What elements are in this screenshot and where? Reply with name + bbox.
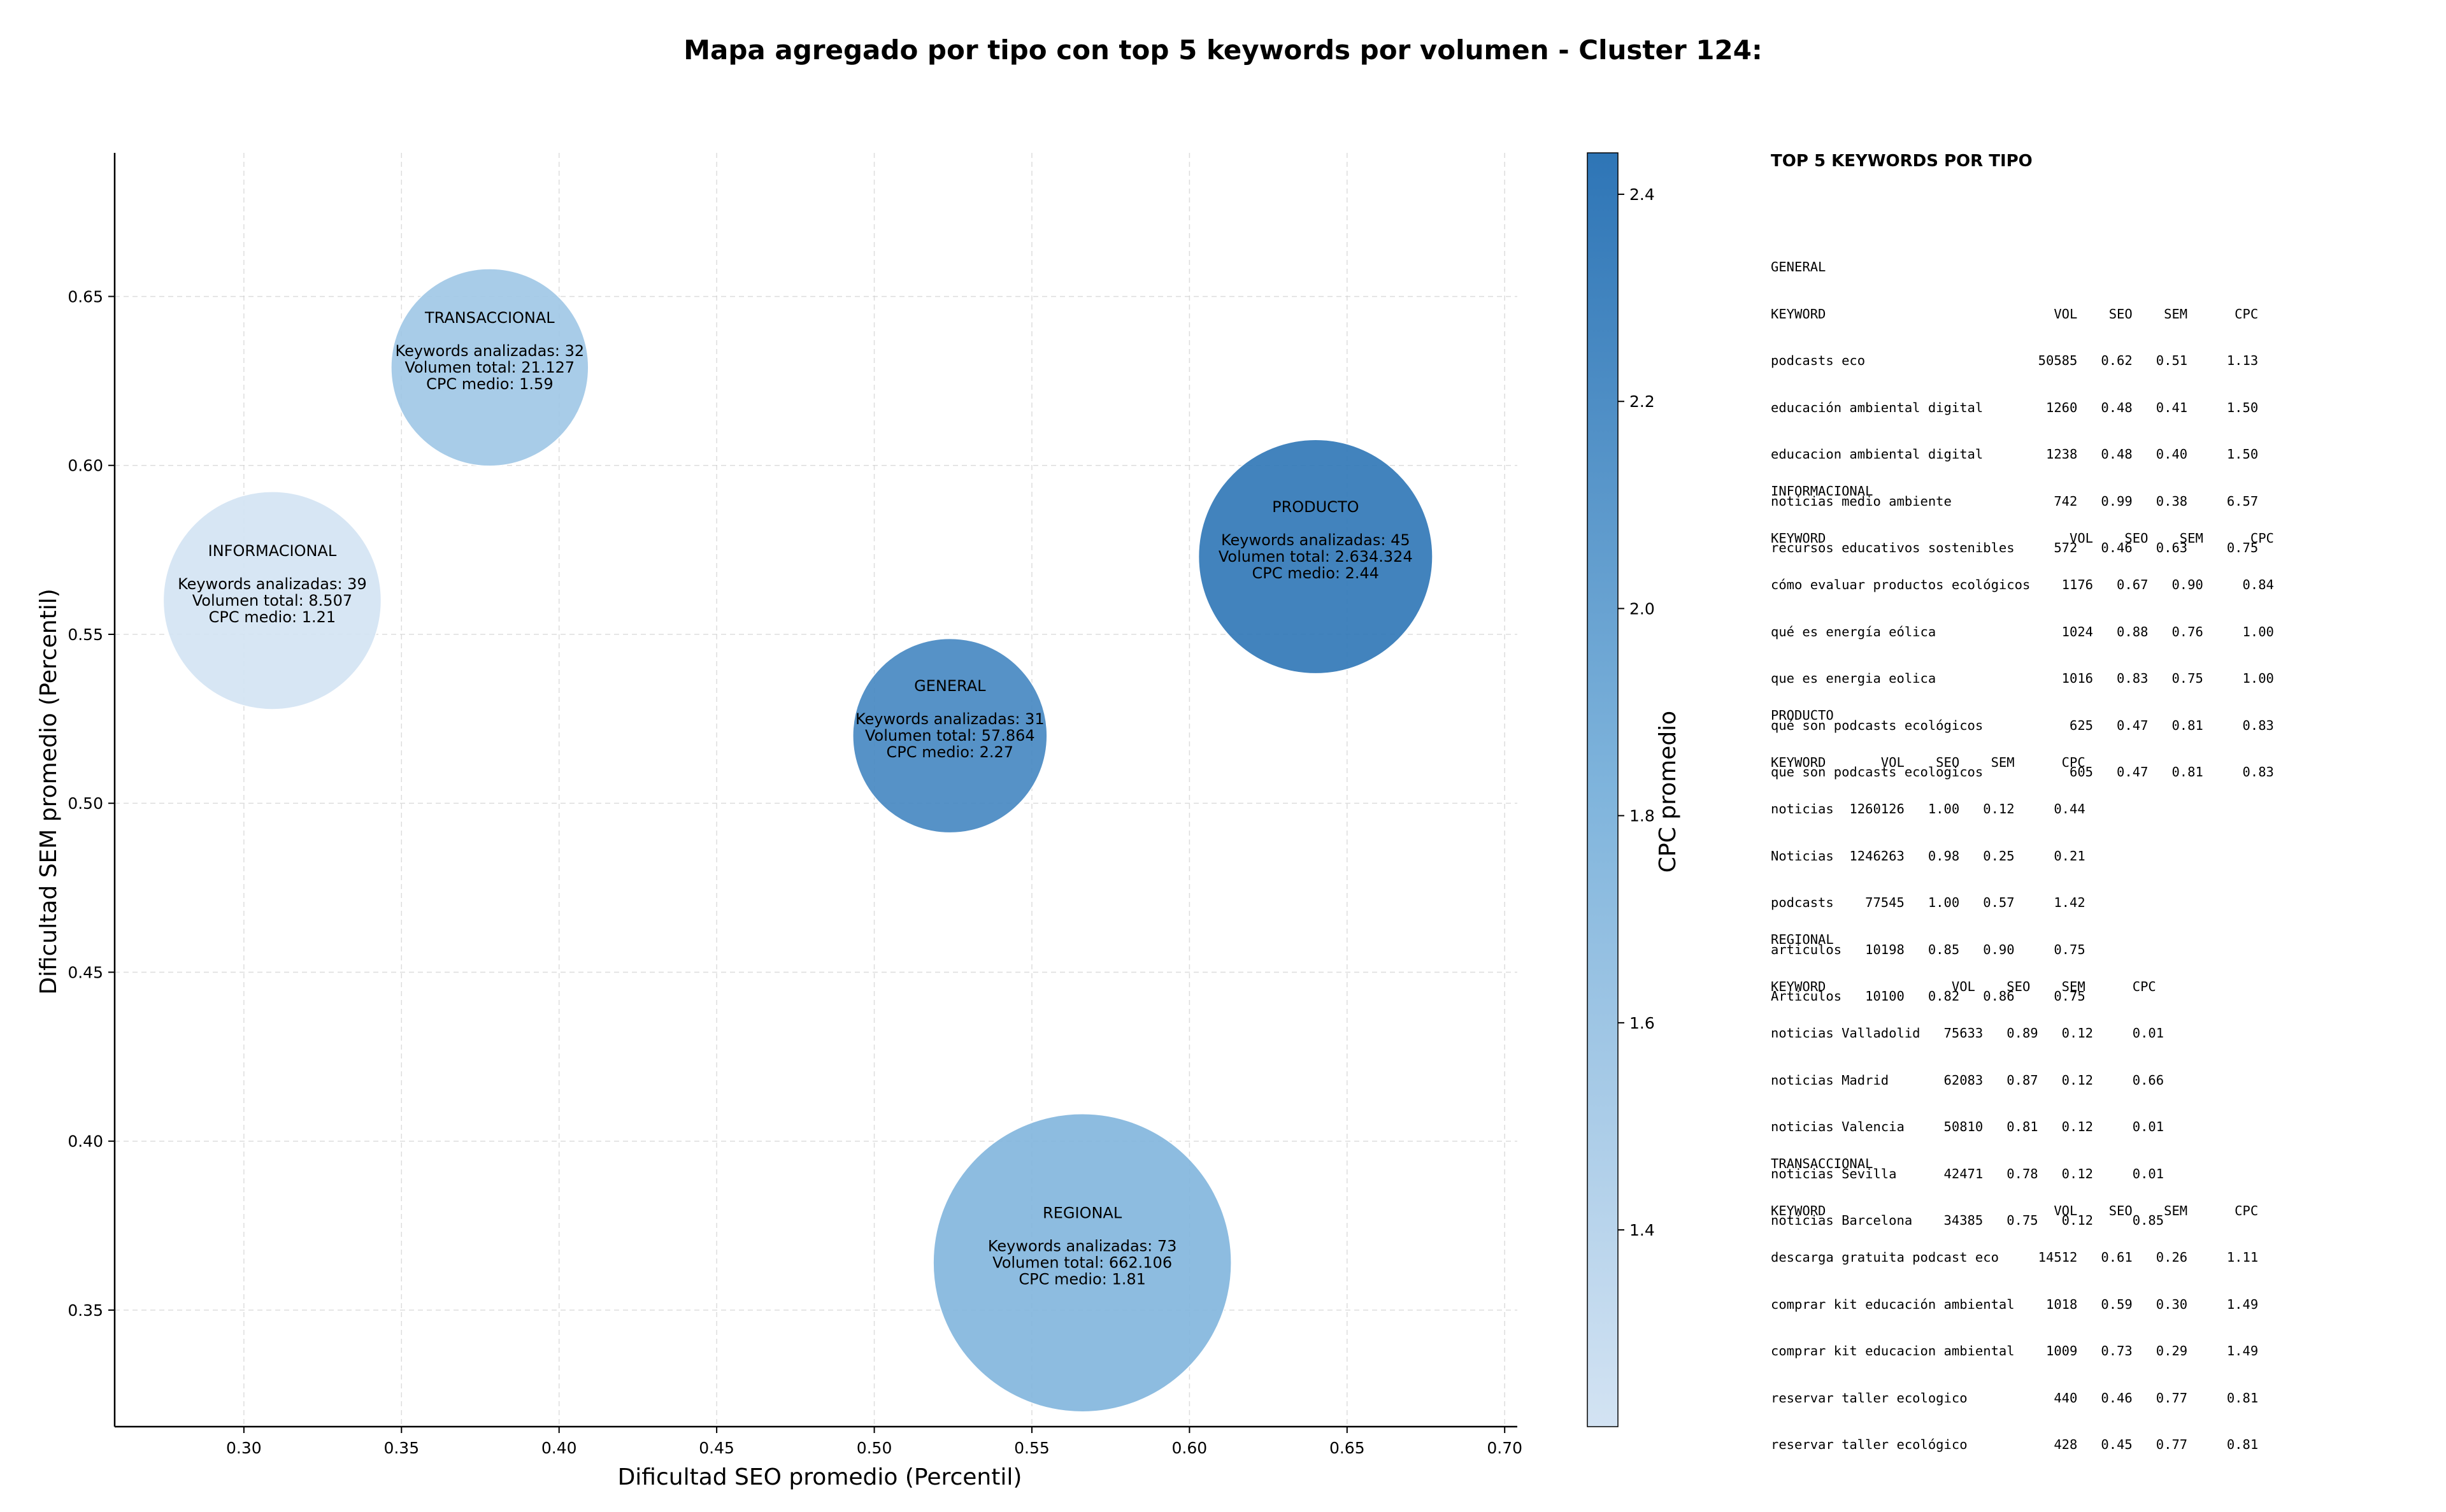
y-tick-label: 0.50 xyxy=(68,794,103,813)
x-tick-label: 0.55 xyxy=(1014,1439,1050,1457)
bubble-text-keywords-line: Keywords analizadas: 31 xyxy=(855,710,1045,728)
table-line: PRODUCTO xyxy=(1771,708,1834,723)
bubble-text-label: GENERAL xyxy=(914,677,986,695)
table-line: cómo evaluar productos ecológicos 1176 0… xyxy=(1771,577,2274,592)
table-line: podcasts eco 50585 0.62 0.51 1.13 xyxy=(1771,353,2259,368)
axes: 0.30 0.35 0.40 0.45 0.50 0.55 0.60 0.65 0.70 0.35… xyxy=(68,153,1522,1457)
table-line: noticias 1260126 1.00 0.12 0.44 xyxy=(1771,801,2085,817)
x-tick-label: 0.30 xyxy=(226,1439,262,1457)
table-line: qué es energía eólica 1024 0.88 0.76 1.0… xyxy=(1771,624,2274,639)
bubble-general xyxy=(852,638,1048,834)
x-axis-label: Dificultad SEO promedio (Percentil) xyxy=(618,1464,1022,1490)
table-line: TRANSACCIONAL xyxy=(1771,1156,1873,1171)
bubble-text-volume-line: Volumen total: 57.864 xyxy=(865,727,1035,745)
table-line: que son podcasts ecologicos 605 0.47 0.8… xyxy=(1771,764,2274,780)
table-line: Articulos 10100 0.82 0.86 0.75 xyxy=(1771,988,2085,1004)
x-tick-label: 0.35 xyxy=(383,1439,419,1457)
colorbar-tick-label: 2.2 xyxy=(1629,392,1655,411)
bubble-text-volume-line: Volumen total: 8.507 xyxy=(192,592,352,610)
keyword-table-regional: REGIONAL KEYWORD VOL SEO SEM CPC noticia… xyxy=(1771,901,2164,1260)
bubble-text-label: INFORMACIONAL xyxy=(208,542,337,560)
y-tick-label: 0.55 xyxy=(68,625,103,644)
colorbar-tick-label: 2.4 xyxy=(1629,185,1655,204)
y-tick-label: 0.40 xyxy=(68,1132,103,1151)
bubble-text-volume-line: Volumen total: 21.127 xyxy=(405,359,575,376)
colorbar-tick-label: 1.8 xyxy=(1629,807,1655,825)
bubble-text-keywords-line: Keywords analizadas: 39 xyxy=(178,575,367,593)
bubble-text-keywords-line: Keywords analizadas: 32 xyxy=(396,342,585,360)
colorbar-tick-label: 1.6 xyxy=(1629,1014,1655,1032)
colorbar-label: CPC promedio xyxy=(1655,711,1681,873)
table-line: KEYWORD VOL SEO SEM CPC xyxy=(1771,1202,2259,1218)
bubble-regional xyxy=(933,1113,1232,1413)
table-line: noticias Madrid 62083 0.87 0.12 0.66 xyxy=(1771,1072,2164,1088)
table-line: REGIONAL xyxy=(1771,932,1834,947)
table-line: educación ambiental digital 1260 0.48 0.… xyxy=(1771,399,2259,415)
bubble-text-cpc-line: CPC medio: 1.81 xyxy=(1019,1271,1146,1288)
y-tick-label: 0.65 xyxy=(68,287,103,306)
table-line: KEYWORD VOL SEO SEM CPC xyxy=(1771,978,2156,994)
x-tick-label: 0.60 xyxy=(1172,1439,1208,1457)
y-tick-label: 0.35 xyxy=(68,1301,103,1320)
bubble-text-volume-line: Volumen total: 2.634.324 xyxy=(1219,548,1413,566)
y-tick-label: 0.60 xyxy=(68,457,103,475)
top-keywords-title: TOP 5 KEYWORDS POR TIPO xyxy=(1771,152,2033,171)
table-line: noticias Valencia 50810 0.81 0.12 0.01 xyxy=(1771,1119,2164,1134)
table-line: comprar kit educación ambiental 1018 0.5… xyxy=(1771,1296,2259,1312)
table-line: INFORMACIONAL xyxy=(1771,483,1873,499)
colorbar-gradient xyxy=(1587,152,1619,1427)
top-keywords-panel: TOP 5 KEYWORDS POR TIPO GENERAL KEYWORD … xyxy=(1771,152,2433,1452)
y-tick-label: 0.45 xyxy=(68,963,103,981)
x-tick-label: 0.40 xyxy=(541,1439,577,1457)
bubble-text-keywords-line: Keywords analizadas: 45 xyxy=(1221,531,1410,549)
table-line: articulos 10198 0.85 0.90 0.75 xyxy=(1771,941,2085,957)
table-line: podcasts 77545 1.00 0.57 1.42 xyxy=(1771,895,2085,910)
keyword-table-transaccional: TRANSACCIONAL KEYWORD VOL SEO SEM CPC de… xyxy=(1771,1125,2258,1484)
x-tick-label: 0.45 xyxy=(699,1439,734,1457)
table-line: KEYWORD VOL SEO SEM CPC xyxy=(1771,306,2259,322)
table-line: noticias medio ambiente 742 0.99 0.38 6.… xyxy=(1771,493,2259,509)
table-line: educacion ambiental digital 1238 0.48 0.… xyxy=(1771,446,2259,462)
table-line: recursos educativos sostenibles 572 0.46… xyxy=(1771,540,2259,555)
bubble-informacional xyxy=(162,491,382,710)
table-line: reservar taller ecológico 428 0.45 0.77 … xyxy=(1771,1437,2259,1452)
table-line: qué son podcasts ecológicos 625 0.47 0.8… xyxy=(1771,717,2274,733)
table-line: que es energia eolica 1016 0.83 0.75 1.0… xyxy=(1771,671,2274,686)
keyword-table-informacional: INFORMACIONAL KEYWORD VOL SEO SEM CPC có… xyxy=(1771,452,2274,811)
x-tick-label: 0.65 xyxy=(1329,1439,1365,1457)
table-line: reservar taller ecologico 440 0.46 0.77 … xyxy=(1771,1390,2259,1406)
table-line: comprar kit educacion ambiental 1009 0.7… xyxy=(1771,1343,2259,1359)
table-line: noticias Valladolid 75633 0.89 0.12 0.01 xyxy=(1771,1025,2164,1041)
bubble-producto xyxy=(1198,439,1433,674)
table-line: descarga gratuita podcast eco 14512 0.61… xyxy=(1771,1250,2259,1265)
table-line: KEYWORD VOL SEO SEM CPC xyxy=(1771,754,2085,770)
bubble-text-cpc-line: CPC medio: 2.44 xyxy=(1252,564,1380,582)
bubble-text-label: TRANSACCIONAL xyxy=(424,309,555,327)
keyword-table-general: GENERAL KEYWORD VOL SEO SEM CPC podcasts… xyxy=(1771,228,2258,587)
colorbar-tick-label: 1.4 xyxy=(1629,1221,1655,1239)
x-tick-label: 0.50 xyxy=(857,1439,892,1457)
table-line: GENERAL xyxy=(1771,259,1826,275)
table-line: KEYWORD VOL SEO SEM CPC xyxy=(1771,530,2274,546)
bubble-text-cpc-line: CPC medio: 2.27 xyxy=(887,743,1014,761)
keyword-table-producto: PRODUCTO KEYWORD VOL SEO SEM CPC noticia… xyxy=(1771,676,2085,1036)
grid xyxy=(115,153,1517,1427)
bubble-text-cpc-line: CPC medio: 1.21 xyxy=(209,608,336,626)
table-line: noticias Sevilla 42471 0.78 0.12 0.01 xyxy=(1771,1166,2164,1181)
bubble-transaccional xyxy=(390,268,589,467)
bubble-text-label: PRODUCTO xyxy=(1272,498,1359,516)
table-line: Noticias 1246263 0.98 0.25 0.21 xyxy=(1771,848,2085,864)
bubble-text-keywords-line: Keywords analizadas: 73 xyxy=(988,1237,1177,1255)
colorbar-tick-label: 2.0 xyxy=(1629,599,1655,618)
y-axis-label: Dificultad SEM promedio (Percentil) xyxy=(36,588,62,995)
colorbar: 1.4 1.6 1.8 2.0 2.2 2.4 xyxy=(1587,152,1655,1427)
bubble-text-cpc-line: CPC medio: 1.59 xyxy=(426,375,554,393)
x-tick-label: 0.70 xyxy=(1487,1439,1522,1457)
chart-title: Mapa agregado por tipo con top 5 keyword… xyxy=(683,34,1763,66)
bubble-text-volume-line: Volumen total: 662.106 xyxy=(992,1254,1172,1272)
table-line: noticias Barcelona 34385 0.75 0.12 0.85 xyxy=(1771,1213,2164,1228)
bubble-text-label: REGIONAL xyxy=(1043,1204,1122,1222)
